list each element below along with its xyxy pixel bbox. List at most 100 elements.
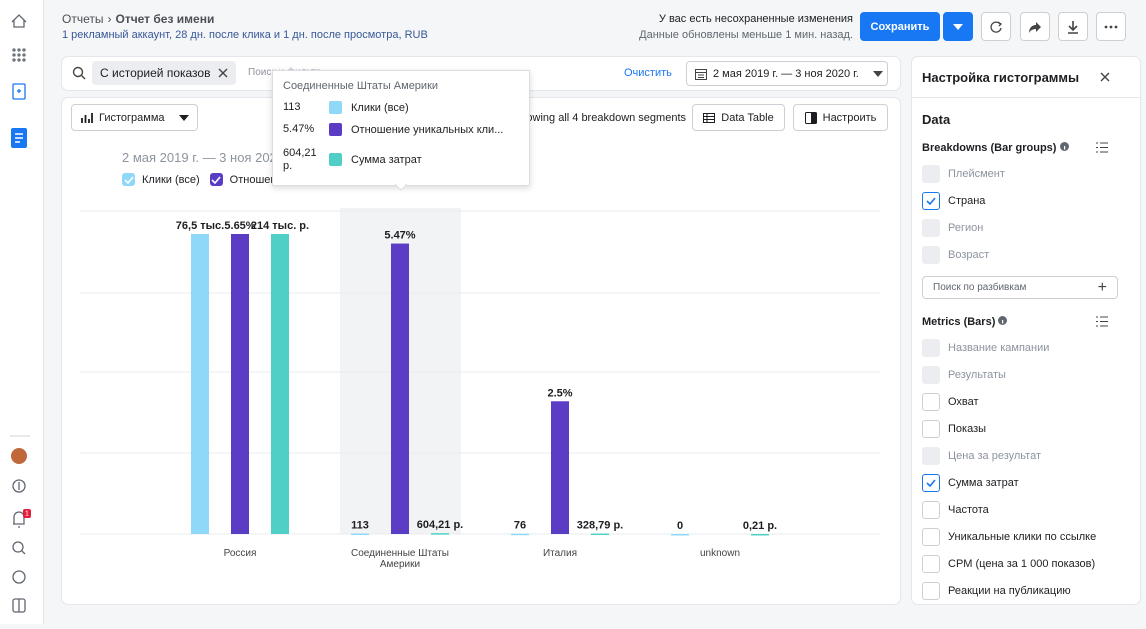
bar-label: 0,21 р. <box>743 520 777 532</box>
filter-chip[interactable]: С историей показов <box>92 61 237 85</box>
breakdown-search-placeholder: Поиск по разбивкам <box>933 282 1027 293</box>
checkbox[interactable] <box>922 474 940 492</box>
check <box>926 197 936 205</box>
search-icon[interactable] <box>12 541 24 553</box>
checkbox-row[interactable]: Страна <box>922 192 985 210</box>
customize-label: Настроить <box>822 111 877 124</box>
legend-checkbox[interactable] <box>122 173 135 186</box>
data-table-button[interactable]: Data Table <box>692 104 785 131</box>
save-button[interactable]: Сохранить <box>860 12 940 41</box>
notifications-icon[interactable] <box>13 511 25 528</box>
checkbox[interactable] <box>922 192 940 210</box>
checkbox[interactable] <box>922 555 940 573</box>
tooltip-title: Соединенные Штаты Америки <box>283 80 439 92</box>
tooltip-label: Сумма затрат <box>351 154 422 166</box>
report-subtitle[interactable]: 1 рекламный аккаунт, 28 дн. после клика … <box>62 29 428 41</box>
checkbox[interactable] <box>922 393 940 411</box>
legend-checkbox[interactable] <box>209 173 223 186</box>
reorder-metrics[interactable] <box>1096 316 1108 327</box>
help-icon[interactable] <box>12 570 26 584</box>
checkbox-label: Показы <box>948 423 987 435</box>
checkbox-row[interactable]: Реакции на публикацию <box>922 582 1071 600</box>
breakdown-search[interactable]: Поиск по разбивкам + <box>922 276 1118 299</box>
checkbox-label: Возраст <box>948 249 990 261</box>
bar <box>351 533 369 536</box>
bar-label: 214 тыс. р. <box>251 220 309 232</box>
breadcrumb-current: Отчет без имени <box>115 12 215 26</box>
checkbox-row: Регион <box>922 219 983 237</box>
apps-icon[interactable] <box>12 48 26 62</box>
metrics-title-text: Metrics (Bars) <box>922 316 996 328</box>
data-table-label: Data Table <box>721 111 774 124</box>
checkbox-label: Цена за результат <box>948 450 1042 462</box>
tooltip-value: 5.47% <box>283 123 315 135</box>
badge-count: 1 <box>25 511 29 518</box>
avatar[interactable] <box>11 448 27 464</box>
checkbox-label: Уникальные клики по ссылке <box>948 531 1097 543</box>
checkbox[interactable] <box>922 420 940 438</box>
bar <box>391 243 409 534</box>
chart-subtitle: 2 мая 2019 г. — 3 ноя 2020 г. <box>122 150 295 165</box>
date-range: 2 мая 2019 г. — 3 ноя 2020 г. <box>713 67 859 80</box>
category-label: unknown <box>699 548 741 559</box>
unsaved-note: У вас есть несохраненные изменения <box>658 13 853 25</box>
section-title: Data <box>922 112 951 127</box>
bar <box>271 234 289 534</box>
check-path <box>123 175 134 184</box>
breadcrumb-parent[interactable]: Отчеты <box>62 12 104 26</box>
checkbox-row: Результаты <box>922 366 1006 384</box>
checkbox-label: CPM (цена за 1 000 показов) <box>948 558 1096 570</box>
chart-panel: Гистограмма Showing all 4 breakdown segm… <box>62 98 900 604</box>
checkbox[interactable] <box>922 528 940 546</box>
checkbox[interactable] <box>922 582 940 600</box>
checkbox-label: Название кампании <box>948 342 1050 354</box>
checkbox-row[interactable]: Уникальные клики по ссылке <box>922 528 1096 546</box>
sidebar-icons: 1 <box>10 14 31 613</box>
checkbox-label: Страна <box>948 195 986 207</box>
checkbox-label: Плейсмент <box>948 168 1005 180</box>
check <box>926 479 936 487</box>
checkbox-row[interactable]: Охват <box>922 393 979 411</box>
save-dropdown[interactable] <box>943 12 973 41</box>
clear-link[interactable]: Очистить <box>624 67 672 79</box>
checkbox-label: Регион <box>948 222 984 234</box>
checkbox <box>922 219 940 237</box>
checkbox[interactable] <box>922 501 940 519</box>
check <box>211 175 221 184</box>
checkbox-label: Результаты <box>948 369 1006 381</box>
checkbox-row[interactable]: Показы <box>922 420 986 438</box>
bar <box>591 533 609 536</box>
checkbox-row[interactable]: Сумма затрат <box>922 474 1019 492</box>
checkbox <box>922 366 940 384</box>
bar <box>551 401 569 534</box>
badge <box>23 509 31 518</box>
filter-chip-label: С историей показов <box>100 66 211 80</box>
check <box>123 175 134 184</box>
download-button[interactable] <box>1058 12 1088 41</box>
refresh-button[interactable] <box>981 12 1011 41</box>
pages-icon[interactable] <box>12 83 26 100</box>
date-picker[interactable]: 2 мая 2019 г. — 3 ноя 2020 г. <box>686 61 888 86</box>
tooltip: Соединенные Штаты Америки 113 Клики (все)… <box>272 70 530 191</box>
search-icon <box>72 66 86 80</box>
bar-label: 0 <box>677 520 683 532</box>
customize-button[interactable]: Настроить <box>793 104 888 131</box>
share-button[interactable] <box>1020 12 1050 41</box>
checkbox-label: Охват <box>948 396 979 408</box>
close-button[interactable] <box>1100 72 1110 82</box>
tooltip-value: 604,21 р. <box>283 147 317 172</box>
checkbox-row[interactable]: Частота <box>922 501 989 519</box>
checkbox-row[interactable]: CPM (цена за 1 000 показов) <box>922 555 1095 573</box>
bar-label: 5.47% <box>384 230 415 242</box>
checkbox-row: Возраст <box>922 246 989 264</box>
updated-note: Данные обновлены меньше 1 мин. назад. <box>639 29 853 41</box>
reorder-breakdowns[interactable] <box>1096 142 1108 153</box>
home-icon[interactable] <box>11 14 27 28</box>
more-button[interactable] <box>1096 12 1126 41</box>
view-dropdown[interactable]: Гистограмма <box>71 104 198 131</box>
bar-label: 5.65% <box>224 220 255 232</box>
tooltip-value: 113 <box>283 101 301 113</box>
settings-icon[interactable] <box>12 479 26 493</box>
bar-label: 2.5% <box>547 387 572 399</box>
